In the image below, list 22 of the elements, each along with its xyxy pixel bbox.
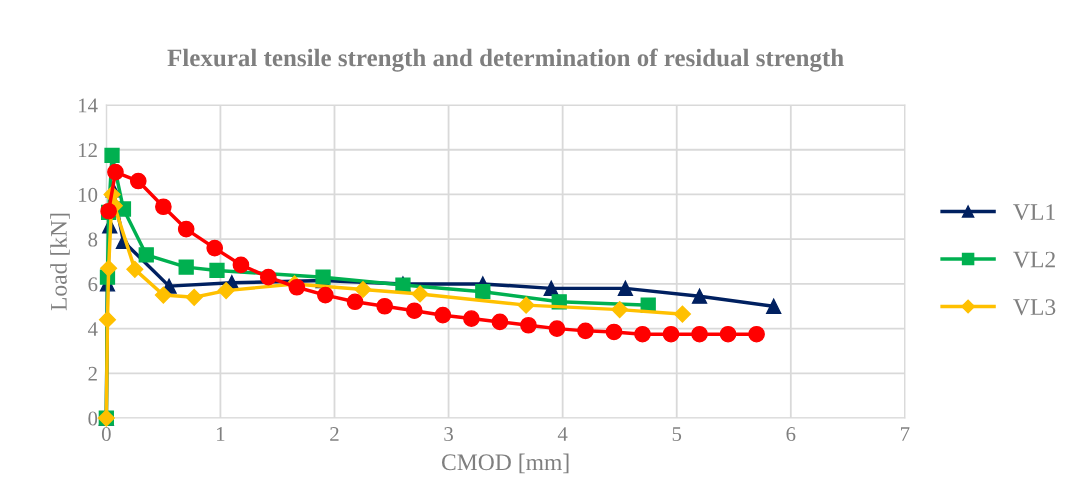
x-tick-label: 6 [786, 427, 796, 442]
y-tick-label: 2 [88, 366, 97, 381]
x-tick-label: 7 [901, 427, 910, 441]
y-axis-title: Load [kN] [50, 213, 70, 311]
x-tick-label: 1 [217, 427, 225, 441]
chart-title: Flexural tensile strength and determination of residual strength [167, 48, 844, 72]
y-tick-label: 4 [87, 322, 98, 336]
y-tick-label: 14 [79, 98, 98, 113]
y-tick-label: 6 [88, 277, 98, 292]
y-tick-label: 12 [79, 143, 97, 157]
y-tick-label: 0 [88, 411, 98, 426]
x-axis-title: CMOD [mm] [441, 453, 569, 474]
legend-label: VL1 [1013, 204, 1055, 221]
y-tick-label: 8 [88, 232, 98, 247]
x-tick-label: 3 [444, 427, 453, 442]
x-tick-label: 5 [672, 427, 682, 442]
x-tick-label: 4 [557, 427, 568, 441]
legend-label: VL3 [1013, 299, 1056, 316]
x-tick-label: 2 [330, 427, 339, 441]
legend-label: VL2 [1013, 251, 1055, 268]
x-tick-label: 0 [101, 427, 111, 442]
y-tick-label: 10 [79, 187, 98, 202]
